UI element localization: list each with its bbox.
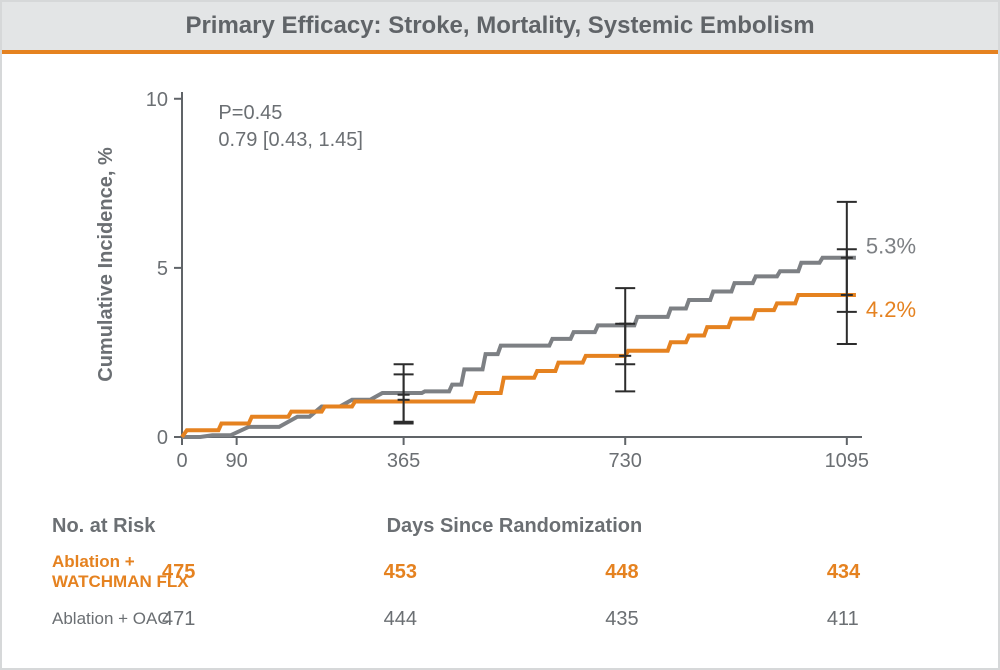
p-value-text: P=0.45 xyxy=(218,102,282,124)
y-tick-label: 5 xyxy=(157,258,168,280)
risk-cell: 435 xyxy=(605,608,638,631)
risk-table: No. at RiskDays Since RandomizationAblat… xyxy=(52,512,952,642)
plot-area: 0 5 10 0 90 365 730 1095 Cumulative Incidence, %… xyxy=(52,77,952,477)
x-tick-label: 1095 xyxy=(825,450,870,472)
y-tick-label: 10 xyxy=(146,89,168,111)
risk-cell: 475 xyxy=(162,561,195,584)
km-curve xyxy=(182,295,856,437)
risk-header-row: No. at Risk Days Since Randomization xyxy=(52,512,952,540)
x-tick-label: 90 xyxy=(226,450,248,472)
risk-cell: 444 xyxy=(384,608,417,631)
series-end-label: 5.3% xyxy=(866,234,916,259)
risk-cell: 448 xyxy=(605,561,638,584)
x-axis-label: Days Since Randomization xyxy=(374,515,654,538)
km-curve xyxy=(182,258,856,437)
chart-title: Primary Efficacy: Stroke, Mortality, Sys… xyxy=(185,12,814,39)
risk-row: Ablation +WATCHMAN FLX475453448434 xyxy=(52,548,952,596)
risk-cell: 471 xyxy=(162,608,195,631)
km-plot-svg: 0 5 10 0 90 365 730 1095 Cumulative Incidence, %… xyxy=(52,77,952,477)
x-tick-label: 730 xyxy=(609,450,642,472)
risk-cell: 411 xyxy=(827,608,859,631)
x-tick-label: 365 xyxy=(387,450,420,472)
chart-frame: Primary Efficacy: Stroke, Mortality, Sys… xyxy=(0,0,1000,670)
risk-cell: 434 xyxy=(827,561,860,584)
x-tick-label: 0 xyxy=(176,450,187,472)
title-bar: Primary Efficacy: Stroke, Mortality, Sys… xyxy=(2,2,998,54)
y-tick-label: 0 xyxy=(157,427,168,449)
hr-ci-text: 0.79 [0.43, 1.45] xyxy=(218,129,363,151)
y-axis-label: Cumulative Incidence, % xyxy=(95,147,117,382)
risk-cell: 453 xyxy=(384,561,417,584)
series-end-label: 4.2% xyxy=(866,297,916,322)
risk-row: Ablation + OAC471444435411 xyxy=(52,604,952,634)
no-at-risk-label: No. at Risk xyxy=(52,515,155,538)
